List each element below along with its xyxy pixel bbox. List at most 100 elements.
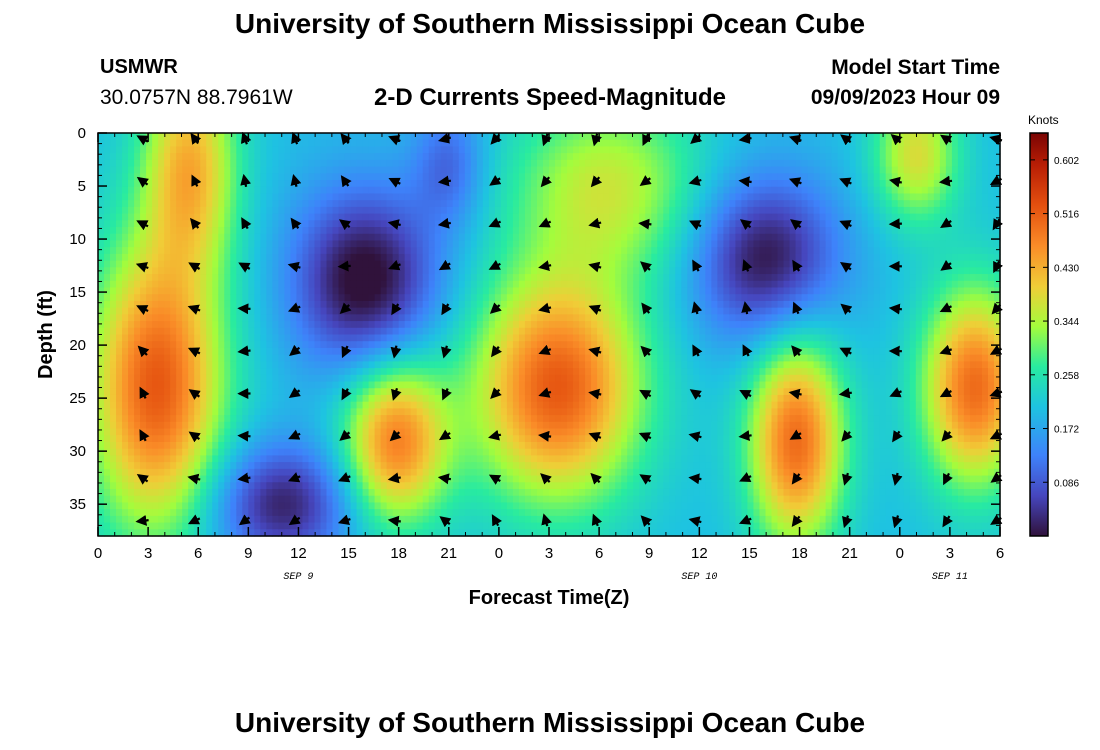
heatmap-cell: [284, 180, 292, 188]
heatmap-cell: [314, 173, 322, 181]
heatmap-cell: [488, 193, 496, 201]
heatmap-cell: [567, 213, 574, 221]
heatmap-cell: [530, 173, 538, 181]
heatmap-cell: [104, 314, 111, 322]
heatmap-cell: [440, 415, 448, 423]
heatmap-cell: [555, 193, 562, 201]
heatmap-cell: [368, 475, 376, 483]
heatmap-cell: [158, 307, 165, 315]
heatmap-cell: [464, 502, 472, 510]
heatmap-cell: [500, 186, 508, 195]
heatmap-cell: [254, 213, 261, 221]
heatmap-cell: [272, 515, 279, 524]
heatmap-cell: [104, 321, 111, 329]
heatmap-cell: [182, 166, 189, 174]
heatmap-cell: [338, 153, 346, 161]
heatmap-cell: [266, 435, 273, 443]
heatmap-cell: [296, 260, 304, 268]
heatmap-cell: [224, 186, 231, 195]
heatmap-cell: [518, 173, 526, 181]
heatmap-cell: [188, 139, 195, 148]
heatmap-cell: [518, 394, 526, 403]
heatmap-cell: [488, 200, 496, 208]
heatmap-cell: [260, 240, 267, 248]
heatmap-cell: [266, 361, 273, 369]
heatmap-cell: [416, 495, 424, 504]
heatmap-cell: [332, 287, 340, 295]
heatmap-cell: [350, 495, 358, 504]
heatmap-cell: [434, 247, 442, 255]
heatmap-cell: [272, 475, 279, 483]
heatmap-cell: [404, 435, 412, 443]
chart-subtitle: 2-D Currents Speed-Magnitude: [0, 84, 1100, 112]
heatmap-cell: [591, 193, 598, 201]
heatmap-cell: [440, 186, 448, 195]
heatmap-cell: [362, 166, 370, 174]
heatmap-cell: [506, 408, 514, 416]
heatmap-cell: [260, 354, 267, 362]
heatmap-cell: [164, 529, 171, 537]
heatmap-cell: [242, 247, 249, 255]
heatmap-cell: [434, 462, 442, 470]
heatmap-cell: [555, 341, 562, 349]
heatmap-cell: [128, 502, 135, 510]
heatmap-cell: [332, 388, 340, 396]
heatmap-cell: [368, 146, 376, 154]
heatmap-cell: [506, 300, 514, 309]
heatmap-cell: [320, 394, 328, 403]
heatmap-cell: [380, 468, 388, 477]
heatmap-cell: [404, 139, 412, 148]
heatmap-cell: [98, 488, 105, 497]
heatmap-cell: [410, 502, 418, 510]
heatmap-cell: [368, 495, 376, 504]
heatmap-cell: [218, 213, 225, 221]
heatmap-cell: [254, 307, 261, 315]
heatmap-cell: [476, 522, 484, 530]
heatmap-cell: [284, 475, 292, 483]
heatmap-cell: [591, 233, 598, 242]
heatmap-cell: [170, 509, 177, 517]
heatmap-cell: [374, 253, 382, 262]
heatmap-cell: [470, 186, 478, 195]
heatmap-cell: [158, 381, 165, 389]
heatmap-cell: [260, 441, 267, 450]
heatmap-cell: [464, 260, 472, 268]
heatmap-cell: [272, 166, 279, 174]
heatmap-cell: [302, 347, 310, 356]
heatmap-cell: [200, 146, 207, 154]
heatmap-cell: [536, 529, 544, 537]
heatmap-cell: [284, 529, 292, 537]
heatmap-cell: [182, 253, 189, 262]
heatmap-cell: [170, 321, 177, 329]
heatmap-cell: [530, 314, 538, 322]
heatmap-cell: [320, 334, 328, 342]
heatmap-cell: [482, 200, 490, 208]
heatmap-cell: [518, 475, 526, 483]
heatmap-cell: [512, 388, 520, 396]
heatmap-cell: [158, 368, 165, 376]
heatmap-cell: [422, 173, 430, 181]
heatmap-cell: [218, 341, 225, 349]
heatmap-cell: [579, 381, 586, 389]
heatmap-cell: [332, 368, 340, 376]
heatmap-cell: [206, 274, 213, 282]
heatmap-cell: [440, 247, 448, 255]
heatmap-cell: [308, 321, 316, 329]
heatmap-cell: [374, 173, 382, 181]
heatmap-cell: [368, 206, 376, 215]
heatmap-cell: [110, 327, 117, 336]
heatmap-cell: [212, 468, 219, 477]
heatmap-cell: [398, 146, 406, 154]
heatmap-cell: [579, 220, 586, 228]
heatmap-cell: [272, 247, 279, 255]
heatmap-cell: [591, 522, 598, 530]
heatmap-cell: [146, 314, 153, 322]
heatmap-cell: [476, 294, 484, 302]
heatmap-cell: [506, 509, 514, 517]
heatmap-cell: [260, 159, 267, 168]
heatmap-cell: [555, 253, 562, 262]
heatmap-cell: [194, 213, 201, 221]
heatmap-cell: [104, 267, 111, 275]
heatmap-cell: [242, 502, 249, 510]
heatmap-cell: [573, 408, 580, 416]
